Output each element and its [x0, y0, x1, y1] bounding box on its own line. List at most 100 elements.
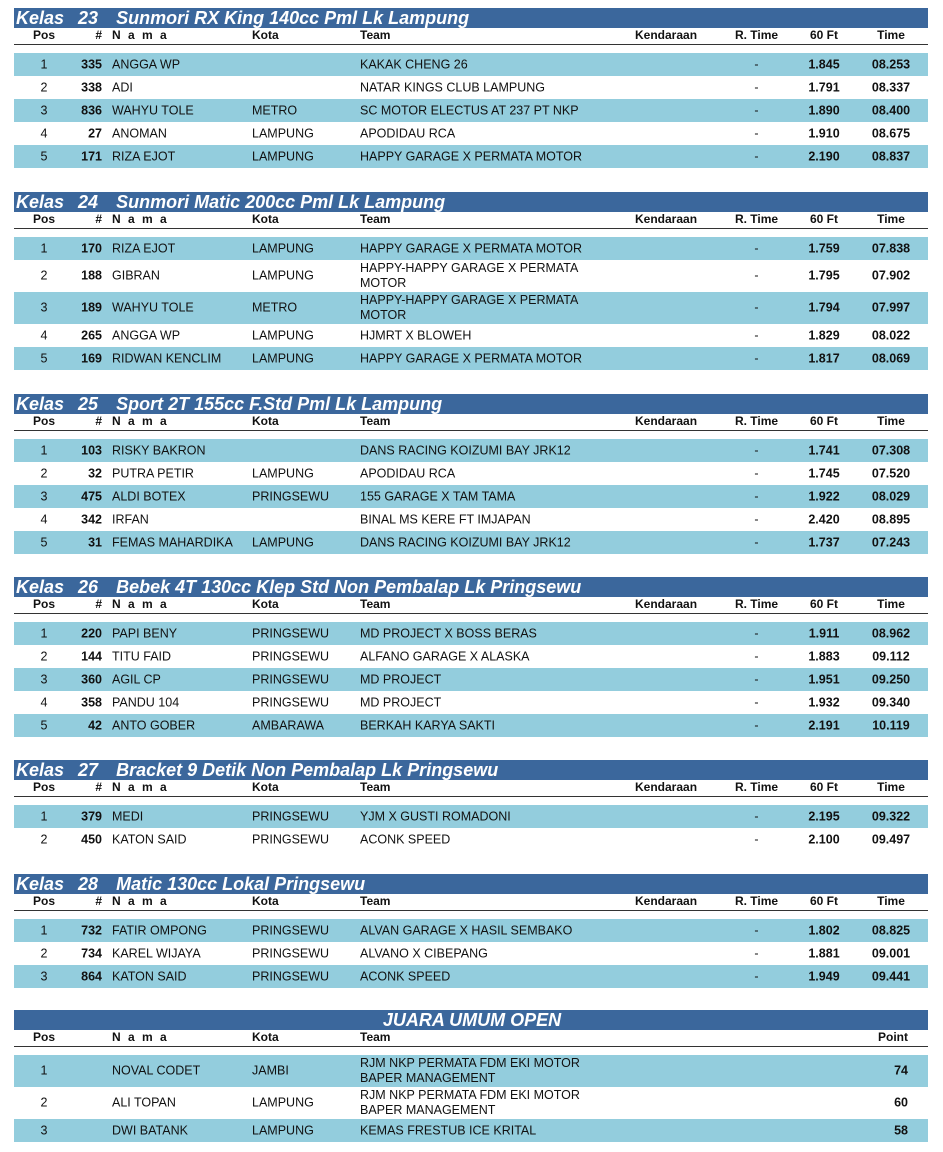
cell-team: APODIDAU RCA	[360, 466, 456, 480]
cell-num: 220	[81, 626, 102, 640]
cell-ft: 1.845	[808, 57, 840, 71]
cell-kota: LAMPUNG	[252, 149, 314, 163]
cell-nama: GIBRAN	[112, 268, 160, 283]
cell-nama: PUTRA PETIR	[112, 466, 194, 480]
result-row: 5 169 RIDWAN KENCLIM LAMPUNG HAPPY GARAGE X …	[14, 347, 928, 370]
cell-nama: ANTO GOBER	[112, 718, 196, 732]
cell-tm: 09.250	[871, 672, 911, 686]
cell-pos: 4	[40, 328, 48, 342]
cell-kota: LAMPUNG	[252, 1123, 314, 1137]
cell-rt: -	[754, 351, 759, 365]
cell-rt: -	[754, 149, 759, 163]
header-kendaraan: Kendaraan	[635, 780, 698, 794]
header-pos: Pos	[32, 894, 55, 908]
result-row: 2 734 KAREL WIJAYA PRINGSEWU ALVANO X CIBEPA…	[14, 942, 928, 965]
cell-pt: 60	[894, 1095, 908, 1110]
cell-rt: -	[754, 512, 759, 526]
class-name: Sunmori Matic 200cc Pml Lk Lampung	[116, 192, 446, 212]
cell-ft: 1.737	[808, 535, 840, 549]
cell-tm: 09.497	[871, 832, 911, 846]
header-num: #	[95, 28, 102, 42]
result-row: 2 144 TITU FAID PRINGSEWU ALFANO GARAGE X AL…	[14, 645, 928, 668]
cell-kota: PRINGSEWU	[252, 946, 330, 960]
cell-nama: AGIL CP	[112, 672, 161, 686]
cell-ft: 2.190	[808, 149, 840, 163]
class-number: 24	[78, 192, 99, 212]
cell-kota: PRINGSEWU	[252, 969, 330, 983]
cell-nama: WAHYU TOLE	[112, 103, 194, 117]
cell-nama: KAREL WIJAYA	[112, 946, 201, 960]
cell-team: ACONK SPEED	[360, 969, 451, 983]
cell-team: APODIDAU RCA	[360, 126, 456, 140]
cell-kota: LAMPUNG	[252, 535, 314, 549]
cell-ft: 1.829	[808, 328, 840, 342]
cell-nama: IRFAN	[112, 512, 149, 526]
cell-kota: AMBARAWA	[252, 718, 324, 732]
header-ft: 60 Ft	[809, 414, 838, 428]
header-pos: Pos	[32, 597, 55, 611]
cell-tm: 08.069	[871, 351, 911, 365]
cell-team: HAPPY GARAGE X PERMATA MOTOR	[360, 149, 583, 163]
cell-nama: TITU FAID	[112, 649, 172, 663]
cell-pos: 4	[40, 695, 48, 709]
cell-team: ALVAN GARAGE X HASIL SEMBAKO	[360, 923, 573, 937]
cell-ft: 1.949	[808, 969, 840, 983]
cell-num: 42	[88, 718, 102, 732]
result-row: 2 450 KATON SAID PRINGSEWU ACONK SPEED - 2.100…	[14, 828, 928, 851]
cell-team: MD PROJECT	[360, 672, 442, 686]
cell-tm: 08.675	[871, 126, 911, 140]
header-nama: N a m a	[112, 28, 169, 42]
cell-team: KAKAK CHENG 26	[360, 57, 468, 71]
header-pos: Pos	[32, 414, 55, 428]
cell-ft: 1.817	[808, 351, 840, 365]
cell-pos: 1	[40, 57, 48, 71]
header-ft: 60 Ft	[809, 212, 838, 226]
cell-pos: 5	[40, 535, 48, 549]
header-num: #	[95, 894, 102, 908]
cell-ft: 1.951	[808, 672, 840, 686]
cell-tm: 07.520	[871, 466, 911, 480]
result-row: 1 335 ANGGA WP KAKAK CHENG 26 - 1.845 08.253	[14, 53, 928, 76]
class-title: Kelas 28 Matic 130cc Lokal Pringsewu	[14, 874, 928, 894]
cell-rt: -	[754, 268, 759, 283]
header-team: Team	[360, 894, 391, 908]
result-row: 2 338 ADI NATAR KINGS CLUB LAMPUNG - 1.791 08.…	[14, 76, 928, 99]
cell-team: BERKAH KARYA SAKTI	[360, 718, 496, 732]
cell-ft: 2.195	[808, 809, 840, 823]
cell-pos: 3	[40, 489, 48, 503]
cell-ft: 2.191	[808, 718, 840, 732]
cell-rt: -	[754, 695, 759, 709]
cell-kota: LAMPUNG	[252, 466, 314, 480]
juara-umum-section: JUARA UMUM OPEN Pos N a m a Kota Team Point 1 N…	[14, 1010, 928, 1142]
cell-team: 155 GARAGE X TAM TAMA	[360, 489, 516, 503]
header-num: #	[95, 597, 102, 611]
cell-pos: 4	[40, 126, 48, 140]
cell-kota: JAMBI	[252, 1063, 289, 1078]
cell-rt: -	[754, 535, 759, 549]
class-title: Kelas 24 Sunmori Matic 200cc Pml Lk Lampun…	[14, 192, 928, 212]
cell-tm: 08.029	[871, 489, 911, 503]
result-row: 1 732 FATIR OMPONG PRINGSEWU ALVAN GARAGE X …	[14, 919, 928, 942]
cell-nama: RISKY BAKRON	[112, 443, 206, 457]
header-ft: 60 Ft	[809, 597, 838, 611]
header-kota: Kota	[252, 597, 279, 611]
cell-rt: -	[754, 946, 759, 960]
cell-ft: 1.741	[808, 443, 840, 457]
class-number: 26	[78, 577, 99, 597]
result-row: 4 27 ANOMAN LAMPUNG APODIDAU RCA - 1.910 08.675	[14, 122, 928, 145]
class-section-27: Kelas 27 Bracket 9 Detik Non Pembalap Lk P…	[14, 760, 928, 851]
cell-pt: 58	[894, 1123, 908, 1137]
cell-num: 379	[81, 809, 102, 823]
cell-kota: METRO	[252, 300, 298, 315]
class-label: Kelas	[16, 8, 65, 28]
juara-row: 3 DWI BATANK LAMPUNG KEMAS FRESTUB ICE KRIT…	[14, 1119, 928, 1142]
header-kota: Kota	[252, 1030, 279, 1044]
result-row: 5 42 ANTO GOBER AMBARAWA BERKAH KARYA SAKTI -…	[14, 714, 928, 737]
cell-rt: -	[754, 718, 759, 732]
cell-num: 358	[81, 695, 102, 709]
header-nama: N a m a	[112, 1030, 169, 1044]
cell-nama: NOVAL CODET	[112, 1063, 201, 1078]
header-nama: N a m a	[112, 894, 169, 908]
result-row: 1 220 PAPI BENY PRINGSEWU MD PROJECT X BOSS …	[14, 622, 928, 645]
